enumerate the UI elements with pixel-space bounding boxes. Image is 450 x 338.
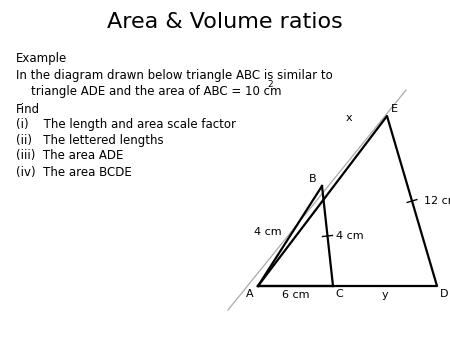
Text: y: y — [382, 290, 388, 300]
Text: 4 cm: 4 cm — [254, 227, 282, 237]
Text: D: D — [440, 289, 449, 299]
Text: A: A — [247, 289, 254, 299]
Text: C: C — [335, 289, 343, 299]
Text: 2: 2 — [268, 80, 274, 90]
Text: In the diagram drawn below triangle ABC is similar to: In the diagram drawn below triangle ABC … — [16, 69, 333, 82]
Text: Find: Find — [16, 103, 40, 116]
Text: 6 cm: 6 cm — [282, 290, 309, 300]
Text: Example: Example — [16, 52, 67, 65]
Text: triangle ADE and the area of ABC = 10 cm: triangle ADE and the area of ABC = 10 cm — [16, 85, 281, 98]
Text: Area & Volume ratios: Area & Volume ratios — [107, 12, 343, 32]
Text: (ii)   The lettered lengths: (ii) The lettered lengths — [16, 134, 163, 146]
Text: (iii)  The area ADE: (iii) The area ADE — [16, 149, 123, 162]
Text: E: E — [391, 104, 398, 114]
Text: (i)    The length and area scale factor: (i) The length and area scale factor — [16, 118, 236, 131]
Text: (iv)  The area BCDE: (iv) The area BCDE — [16, 166, 131, 178]
Text: 4 cm: 4 cm — [336, 231, 363, 241]
Text: B: B — [308, 174, 316, 184]
Text: 12 cm: 12 cm — [424, 196, 450, 206]
Text: x: x — [346, 113, 352, 123]
